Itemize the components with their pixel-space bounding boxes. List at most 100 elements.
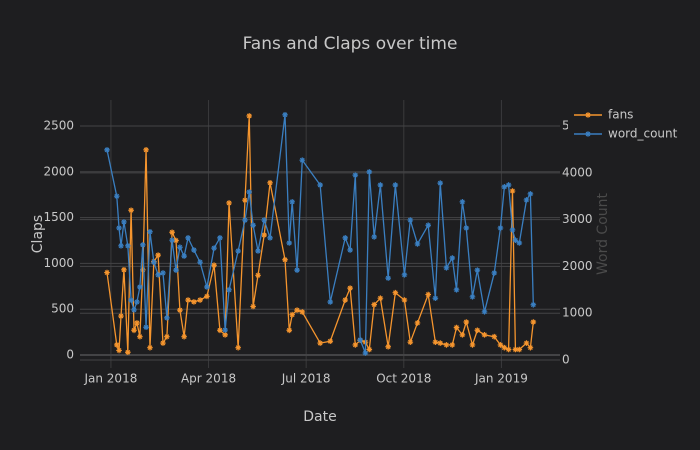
data-point xyxy=(327,299,334,305)
data-point xyxy=(432,295,439,302)
data-point xyxy=(235,344,241,351)
x-axis-title: Date xyxy=(303,409,336,425)
data-point xyxy=(469,294,476,300)
data-point xyxy=(128,207,134,214)
data-point xyxy=(131,307,137,313)
data-point xyxy=(160,340,166,346)
data-point xyxy=(474,327,481,334)
legend-marker xyxy=(585,131,591,137)
chart-title: Fans and Claps over time xyxy=(243,34,458,54)
data-point xyxy=(181,333,187,340)
data-point xyxy=(501,184,508,190)
data-point xyxy=(116,225,122,231)
data-point xyxy=(352,172,359,178)
data-point xyxy=(407,217,414,223)
legend-label: word_count xyxy=(608,127,678,141)
data-point xyxy=(512,237,519,243)
data-point xyxy=(299,309,306,315)
data-point xyxy=(140,267,146,273)
data-point xyxy=(463,225,470,231)
data-point xyxy=(392,289,399,296)
data-point xyxy=(246,113,253,119)
data-point xyxy=(401,272,408,278)
data-point xyxy=(443,342,450,348)
data-point xyxy=(317,182,323,188)
data-point xyxy=(134,299,140,305)
data-point xyxy=(121,267,127,273)
data-point xyxy=(191,247,197,253)
y-tick-label: 1000 xyxy=(43,256,74,270)
data-point xyxy=(261,232,267,238)
data-point xyxy=(181,253,187,259)
data-point xyxy=(491,270,498,276)
y-tick-label: 0 xyxy=(66,347,74,361)
data-point xyxy=(242,217,248,223)
data-point xyxy=(497,225,504,231)
data-point xyxy=(147,344,153,351)
data-point xyxy=(453,324,460,331)
legend-label: fans xyxy=(608,108,633,122)
data-point xyxy=(125,243,131,249)
data-point xyxy=(509,188,516,194)
data-point xyxy=(481,308,488,315)
data-point xyxy=(530,301,537,308)
data-point xyxy=(128,297,134,303)
data-point xyxy=(347,247,353,253)
data-point xyxy=(294,267,300,273)
data-point xyxy=(286,327,293,334)
data-point xyxy=(342,297,349,303)
data-point xyxy=(453,287,460,293)
y2-tick-label: 4000 xyxy=(562,165,593,179)
data-point xyxy=(443,265,450,271)
data-point xyxy=(377,182,384,188)
data-point xyxy=(317,340,323,346)
data-point xyxy=(286,240,293,246)
data-point xyxy=(177,307,183,313)
data-point xyxy=(255,272,261,279)
data-point xyxy=(137,284,143,290)
data-point xyxy=(131,327,137,334)
data-point xyxy=(481,332,488,338)
data-point xyxy=(250,222,256,229)
data-point xyxy=(164,333,170,340)
data-point xyxy=(527,344,534,351)
y-tick-label: 2000 xyxy=(43,164,74,178)
data-point xyxy=(173,237,179,244)
data-point xyxy=(469,342,476,348)
data-point xyxy=(118,243,124,249)
data-point xyxy=(191,299,197,305)
legend-box xyxy=(568,104,698,148)
data-point xyxy=(173,267,179,273)
data-point xyxy=(527,191,534,197)
y2-tick-label: 1000 xyxy=(562,306,593,320)
data-point xyxy=(523,197,530,203)
data-point xyxy=(377,295,384,302)
data-point xyxy=(437,180,444,186)
data-point xyxy=(164,315,170,321)
data-point xyxy=(509,227,516,233)
data-point xyxy=(113,193,120,200)
data-point xyxy=(116,347,122,354)
data-point xyxy=(516,346,523,353)
x-tick-label: Oct 2018 xyxy=(376,372,431,386)
data-point xyxy=(217,235,223,241)
data-point xyxy=(197,259,203,265)
data-point xyxy=(140,242,146,248)
data-point xyxy=(366,346,373,353)
data-point xyxy=(204,284,210,290)
data-point xyxy=(104,147,110,153)
data-point xyxy=(169,229,175,236)
data-point xyxy=(425,222,432,229)
data-point xyxy=(217,327,223,334)
data-point xyxy=(282,256,288,263)
data-point xyxy=(459,332,466,338)
data-point xyxy=(125,349,131,356)
data-point xyxy=(371,301,377,308)
data-point xyxy=(211,245,217,251)
data-point xyxy=(523,340,530,346)
data-point xyxy=(437,340,444,346)
x-tick-label: Apr 2018 xyxy=(181,372,236,386)
data-point xyxy=(242,197,248,204)
